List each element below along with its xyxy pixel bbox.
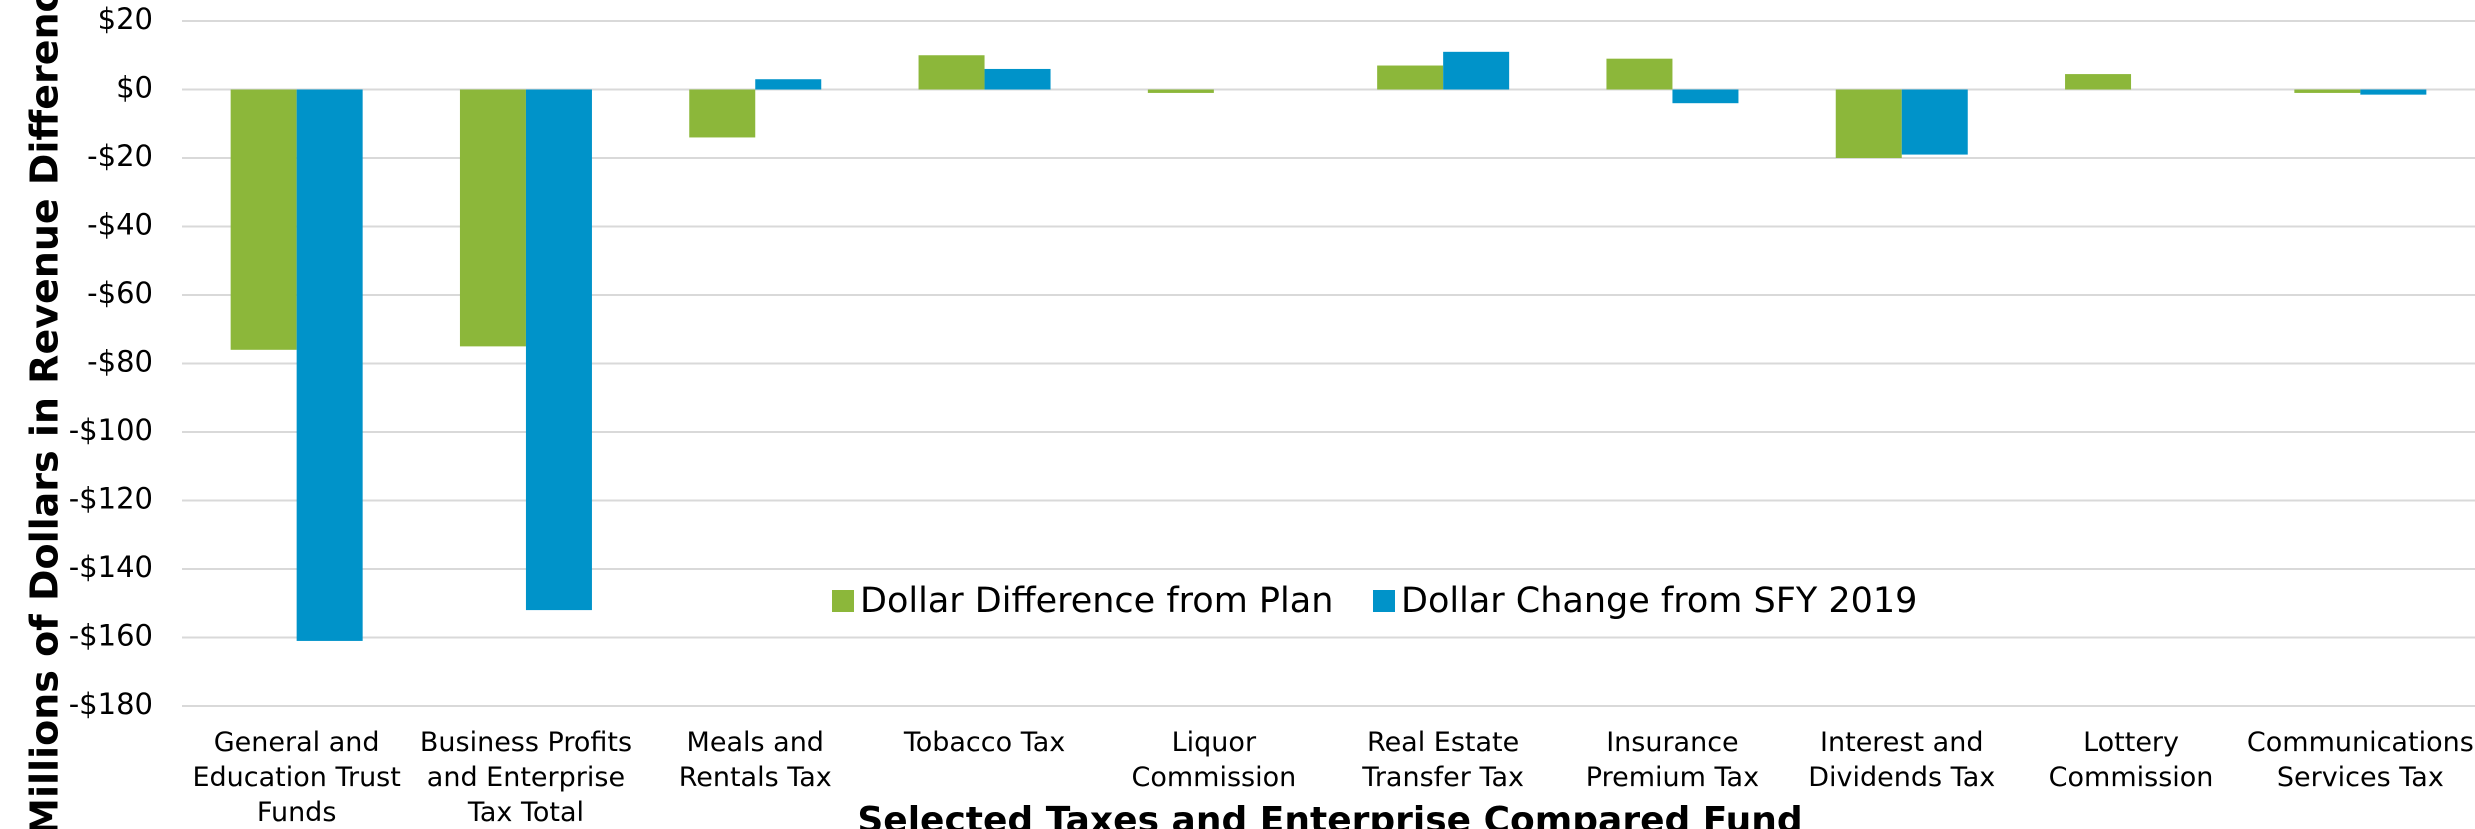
bar xyxy=(1672,89,1739,104)
y-tick-label: -$160 xyxy=(69,619,153,653)
y-tick-label: -$140 xyxy=(69,550,153,584)
bar xyxy=(984,68,1051,90)
x-tick-label: Tobacco Tax xyxy=(903,727,1065,758)
y-tick-label: $20 xyxy=(98,2,153,36)
bar xyxy=(2065,74,2132,90)
y-tick-label: -$120 xyxy=(69,482,153,516)
bar xyxy=(755,79,822,90)
x-tick-label: Communications Services Tax xyxy=(2247,727,2474,793)
x-tick-label: Liquor Commission xyxy=(1131,727,1296,793)
y-tick-label: -$180 xyxy=(69,687,153,721)
x-tick-label: Business Profits and Enterprise Tax Total xyxy=(420,727,632,828)
bar xyxy=(1606,58,1673,90)
x-axis-label: Selected Taxes and Enterprise Compared F… xyxy=(857,800,1802,829)
y-tick-label: -$80 xyxy=(87,345,153,379)
bar xyxy=(689,89,756,138)
y-tick-label: -$60 xyxy=(87,276,153,310)
bar xyxy=(296,89,363,641)
x-tick-label: Meals and Rentals Tax xyxy=(679,727,832,793)
y-tick-label: $0 xyxy=(116,71,153,105)
bar xyxy=(1377,65,1444,90)
bar xyxy=(1443,51,1510,90)
x-tick-label: General and Education Trust Funds xyxy=(192,727,400,828)
x-tick-label: Real Estate Transfer Tax xyxy=(1361,727,1524,793)
x-tick-label: Interest and Dividends Tax xyxy=(1808,727,1995,793)
legend-label: Dollar Change from SFY 2019 xyxy=(1401,581,1917,621)
x-tick-label: Lottery Commission xyxy=(2049,727,2214,793)
bar xyxy=(230,89,297,350)
bar xyxy=(1901,89,1968,155)
bar xyxy=(1147,89,1214,93)
bar xyxy=(918,55,985,90)
y-tick-label: -$100 xyxy=(69,413,153,447)
bar xyxy=(2294,89,2361,93)
bar xyxy=(1835,89,1902,158)
legend-swatch xyxy=(1373,590,1395,612)
bar xyxy=(2360,89,2427,95)
legend-label: Dollar Difference from Plan xyxy=(860,581,1333,621)
x-tick-label: Insurance Premium Tax xyxy=(1586,727,1759,793)
y-axis-label: Millions of Dollars in Revenue Differenc… xyxy=(23,0,67,829)
legend-swatch xyxy=(832,590,854,612)
bar xyxy=(459,89,526,347)
bar xyxy=(525,89,592,611)
y-tick-label: -$40 xyxy=(87,208,153,242)
y-tick-label: -$20 xyxy=(87,139,153,173)
